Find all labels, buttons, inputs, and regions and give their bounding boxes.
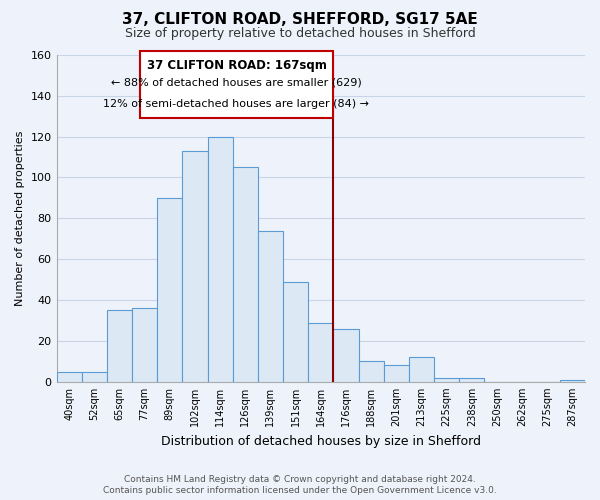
Bar [383, 366, 409, 382]
Text: 37 CLIFTON ROAD: 167sqm: 37 CLIFTON ROAD: 167sqm [146, 58, 326, 71]
Y-axis label: Number of detached properties: Number of detached properties [15, 130, 25, 306]
Bar [560, 380, 585, 382]
Bar [409, 358, 434, 382]
X-axis label: Distribution of detached houses by size in Shefford: Distribution of detached houses by size … [161, 434, 481, 448]
Bar [283, 282, 308, 382]
Bar [334, 328, 359, 382]
Bar [233, 167, 258, 382]
Bar [182, 151, 208, 382]
Bar [359, 362, 383, 382]
Bar [132, 308, 157, 382]
Bar [82, 372, 107, 382]
Bar [56, 372, 82, 382]
Bar [208, 136, 233, 382]
Text: Contains public sector information licensed under the Open Government Licence v3: Contains public sector information licen… [103, 486, 497, 495]
Text: ← 88% of detached houses are smaller (629): ← 88% of detached houses are smaller (62… [111, 78, 362, 88]
Text: Size of property relative to detached houses in Shefford: Size of property relative to detached ho… [125, 28, 475, 40]
Text: 37, CLIFTON ROAD, SHEFFORD, SG17 5AE: 37, CLIFTON ROAD, SHEFFORD, SG17 5AE [122, 12, 478, 28]
Text: Contains HM Land Registry data © Crown copyright and database right 2024.: Contains HM Land Registry data © Crown c… [124, 475, 476, 484]
Text: 12% of semi-detached houses are larger (84) →: 12% of semi-detached houses are larger (… [103, 99, 370, 109]
Bar [258, 230, 283, 382]
Bar [157, 198, 182, 382]
Bar [434, 378, 459, 382]
Bar [308, 322, 334, 382]
Bar [459, 378, 484, 382]
Bar [107, 310, 132, 382]
FancyBboxPatch shape [140, 50, 334, 118]
